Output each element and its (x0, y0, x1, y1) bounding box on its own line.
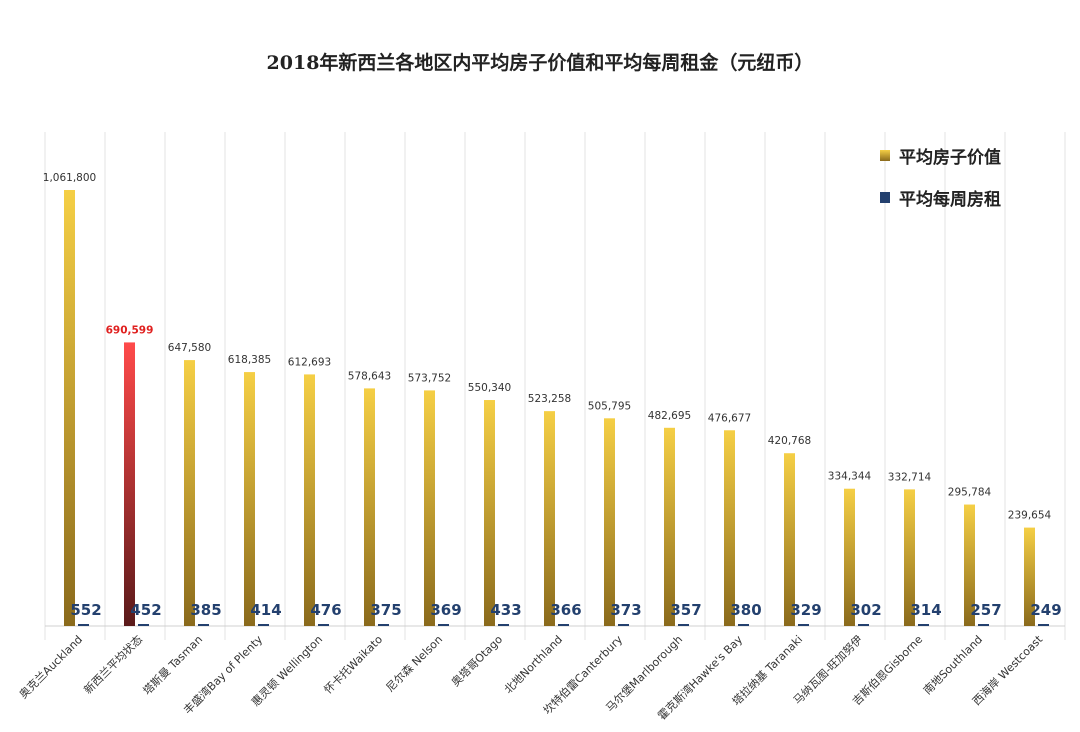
bar-house-value (124, 342, 135, 626)
data-label-house-value: 332,714 (888, 471, 932, 483)
bar-house-value (904, 489, 915, 626)
data-label-weekly-rent: 329 (790, 601, 821, 619)
data-label-weekly-rent: 476 (310, 601, 341, 619)
bar-weekly-rent (918, 624, 929, 626)
chart-title: 2018年新西兰各地区内平均房子价值和平均每周租金（元纽币） (266, 52, 814, 74)
data-label-house-value: 482,695 (648, 410, 691, 422)
bar-house-value (184, 360, 195, 626)
bar-weekly-rent (78, 624, 89, 626)
data-label-house-value: 523,258 (528, 393, 571, 405)
category-tick-label: 北地Northland (502, 633, 565, 696)
data-label-house-value: 420,768 (768, 435, 811, 447)
data-label-weekly-rent: 373 (610, 601, 641, 619)
bar-house-value (724, 430, 735, 626)
data-label-weekly-rent: 414 (250, 601, 281, 619)
bar-weekly-rent (498, 624, 509, 626)
bar-weekly-rent (318, 624, 329, 626)
data-label-house-value: 239,654 (1008, 510, 1052, 522)
bar-weekly-rent (978, 624, 989, 626)
category-tick-label: 塔斯曼 Tasman (141, 633, 206, 698)
data-label-weekly-rent: 380 (730, 601, 761, 619)
data-label-house-value: 578,643 (348, 370, 391, 382)
bar-weekly-rent (438, 624, 449, 626)
bar-weekly-rent (378, 624, 389, 626)
legend-swatch-house-value (880, 149, 890, 161)
bar-house-value (784, 453, 795, 626)
data-label-house-value: 690,599 (106, 324, 154, 336)
data-label-house-value: 550,340 (468, 382, 511, 394)
data-label-house-value: 476,677 (708, 412, 751, 424)
data-label-house-value: 618,385 (228, 354, 271, 366)
bar-weekly-rent (678, 624, 689, 626)
data-label-house-value: 295,784 (948, 487, 992, 499)
bar-house-value (244, 372, 255, 626)
category-tick-label: 奥克兰Auckland (16, 632, 85, 701)
data-label-weekly-rent: 385 (190, 601, 221, 619)
category-tick-label: 怀卡托Waikato (321, 632, 385, 696)
data-label-house-value: 505,795 (588, 400, 631, 412)
bar-house-value (1024, 527, 1035, 626)
bar-weekly-rent (1038, 624, 1049, 626)
category-tick-label: 新西兰平均状态 (81, 632, 145, 696)
category-tick-label: 奥塔哥Otago (448, 632, 505, 689)
bar-weekly-rent (198, 624, 209, 626)
data-label-house-value: 1,061,800 (43, 172, 96, 184)
data-label-weekly-rent: 302 (850, 601, 881, 619)
bar-weekly-rent (258, 624, 269, 626)
bar-weekly-rent (618, 624, 629, 626)
bar-house-value (664, 427, 675, 626)
bar-weekly-rent (798, 624, 809, 626)
legend: 平均房子价值 平均每周房租 (880, 144, 1001, 228)
legend-swatch-weekly-rent (880, 191, 890, 203)
data-label-weekly-rent: 452 (130, 601, 161, 619)
category-tick-label: 尼尔森 Nelson (383, 632, 445, 694)
legend-item-weekly-rent: 平均每周房租 (880, 186, 1001, 210)
bar-house-value (844, 488, 855, 626)
bar-house-value (484, 400, 495, 626)
data-label-weekly-rent: 369 (430, 601, 461, 619)
data-label-weekly-rent: 257 (970, 601, 1001, 619)
data-label-weekly-rent: 552 (70, 601, 101, 619)
data-label-house-value: 334,344 (828, 471, 872, 483)
data-label-weekly-rent: 366 (550, 601, 581, 619)
bar-house-value (424, 390, 435, 626)
data-label-house-value: 612,693 (288, 356, 331, 368)
bar-house-value (964, 504, 975, 626)
bar-house-value (544, 411, 555, 626)
bar-weekly-rent (558, 624, 569, 626)
bar-weekly-rent (138, 624, 149, 626)
bar-weekly-rent (738, 624, 749, 626)
data-label-house-value: 573,752 (408, 372, 451, 384)
data-label-house-value: 647,580 (168, 342, 211, 354)
legend-label-weekly-rent: 平均每周房租 (899, 189, 1001, 210)
category-tick-label: 南地Southland (921, 633, 985, 697)
legend-item-house-value: 平均房子价值 (880, 144, 1001, 168)
bar-house-value (604, 418, 615, 626)
data-label-weekly-rent: 314 (910, 601, 941, 619)
bar-weekly-rent (858, 624, 869, 626)
bar-house-value (64, 190, 75, 626)
legend-label-house-value: 平均房子价值 (899, 147, 1001, 168)
data-label-weekly-rent: 433 (490, 601, 521, 619)
bar-house-value (364, 388, 375, 626)
data-label-weekly-rent: 249 (1030, 601, 1061, 619)
data-label-weekly-rent: 375 (370, 601, 401, 619)
data-label-weekly-rent: 357 (670, 601, 701, 619)
bar-house-value (304, 374, 315, 626)
